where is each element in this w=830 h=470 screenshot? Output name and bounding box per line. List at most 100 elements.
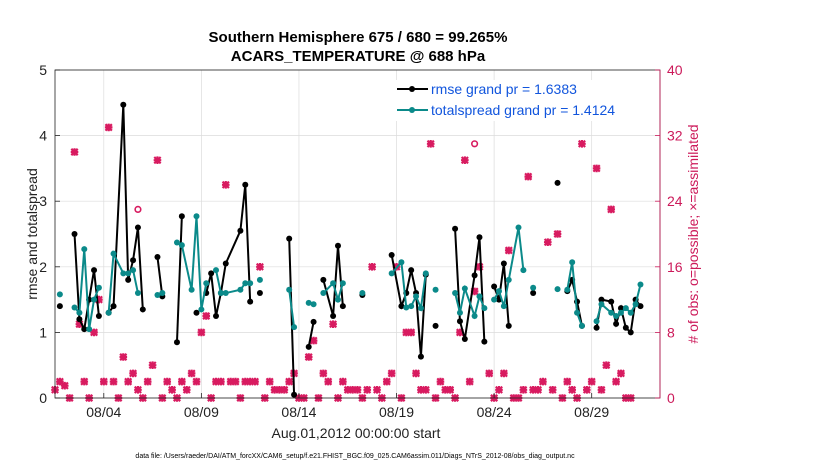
obs-assimilated-marker <box>251 377 260 386</box>
obs-assimilated-marker <box>373 385 381 394</box>
obs-assimilated-marker <box>612 377 621 386</box>
obs-assimilated-marker <box>421 385 430 394</box>
rmse-point <box>193 309 200 316</box>
obs-assimilated-marker <box>143 377 152 386</box>
rmse-line <box>307 321 315 348</box>
obs-assimilated-marker <box>407 328 416 337</box>
obs-assimilated-marker <box>470 287 479 296</box>
rmse-line <box>205 184 252 317</box>
obs-possible-marker <box>470 140 479 148</box>
obs-assimilated-marker <box>353 385 362 394</box>
y2-tick-label: 16 <box>667 259 683 275</box>
obs-assimilated-marker <box>524 172 533 181</box>
obs-assimilated-marker <box>163 377 172 386</box>
x-tick-label: 08/24 <box>477 404 512 420</box>
obs-assimilated-marker <box>90 328 99 337</box>
spread-point <box>178 242 185 249</box>
rmse-point <box>505 322 512 329</box>
obs-assimilated-marker <box>168 385 177 394</box>
series-lines <box>56 101 644 398</box>
spread-point <box>471 313 478 319</box>
rmse-point <box>56 303 63 310</box>
obs-assimilated-marker <box>60 381 69 390</box>
spread-point <box>320 290 327 297</box>
obs-assimilated-marker <box>363 385 372 394</box>
rmse-point <box>330 313 337 319</box>
rmse-point <box>500 260 507 267</box>
obs-assimilated-marker <box>402 328 411 337</box>
x-tick-label: 08/14 <box>281 404 316 420</box>
obs-assimilated-marker <box>534 385 543 394</box>
obs-assimilated-marker <box>597 385 606 394</box>
spread-point <box>608 309 615 316</box>
obs-assimilated-marker <box>348 385 357 394</box>
obs-assimilated-marker <box>133 385 142 394</box>
obs-assimilated-marker <box>368 262 377 271</box>
spread-point <box>305 299 312 306</box>
obs-assimilated-marker <box>426 139 435 148</box>
spread-point <box>632 301 639 308</box>
spread-point <box>95 284 102 291</box>
spread-point <box>86 326 93 333</box>
obs-assimilated-marker <box>182 385 191 394</box>
spread-point <box>359 290 366 297</box>
rmse-point <box>334 242 341 249</box>
spread-point <box>598 301 605 308</box>
obs-assimilated-marker <box>124 377 133 386</box>
obs-assimilated-marker <box>553 230 562 238</box>
rmse-point <box>593 324 600 331</box>
rmse-point <box>173 339 180 346</box>
y-axis-label: rmse and totalspread <box>24 168 40 300</box>
rmse-point <box>471 272 478 279</box>
rmse-line <box>322 245 344 317</box>
legend-rmse-label: rmse grand pr = 1.6383 <box>431 81 577 97</box>
spread-point <box>627 309 634 316</box>
obs-assimilated-marker <box>285 377 294 386</box>
obs-assimilated-marker <box>109 377 118 386</box>
spread-point <box>505 276 512 283</box>
spread-point <box>110 250 117 257</box>
spread-point <box>481 305 488 312</box>
obs-assimilated-marker <box>485 369 494 378</box>
spread-point <box>330 280 337 287</box>
rmse-point <box>481 338 488 345</box>
obs-assimilated-marker <box>382 377 391 386</box>
y-tick-label: 5 <box>39 62 47 78</box>
rmse-point <box>130 257 137 264</box>
obs-assimilated-marker <box>99 377 108 386</box>
spread-point <box>491 296 498 303</box>
legend: rmse grand pr = 1.6383 totalspread grand… <box>392 80 650 121</box>
rmse-point <box>154 253 161 260</box>
obs-assimilated-marker <box>387 369 396 378</box>
rmse-line <box>73 233 100 333</box>
obs-assimilated-marker <box>309 336 318 345</box>
spread-point <box>413 293 420 300</box>
obs-assimilated-marker <box>119 353 128 361</box>
obs-assimilated-marker <box>148 361 157 370</box>
rmse-point <box>627 329 634 336</box>
spread-point <box>134 290 141 297</box>
y-tick-label: 4 <box>39 128 47 144</box>
spread-point <box>91 296 98 303</box>
rmse-point <box>461 335 468 342</box>
spread-point <box>159 290 166 297</box>
spread-point <box>617 309 624 316</box>
spread-point <box>398 259 405 266</box>
obs-assimilated-marker <box>329 320 338 329</box>
legend-spread-marker <box>409 107 415 113</box>
rmse-point <box>76 316 83 323</box>
x-axis-label: Aug.01,2012 00:00:00 start <box>272 425 441 441</box>
rmse-point <box>388 251 395 258</box>
obs-assimilated-marker <box>607 205 616 214</box>
y2-tick-label: 24 <box>667 193 683 209</box>
x-tick-label: 08/04 <box>86 404 121 420</box>
obs-assimilated-marker <box>275 385 284 394</box>
spread-point <box>81 246 88 253</box>
spread-point <box>237 286 244 293</box>
spread-point <box>622 305 629 312</box>
y2-tick-label: 8 <box>667 324 675 340</box>
obs-assimilated-marker <box>212 377 220 386</box>
obs-assimilated-marker <box>202 312 211 320</box>
rmse-point <box>139 306 146 313</box>
spread-point <box>422 270 429 277</box>
